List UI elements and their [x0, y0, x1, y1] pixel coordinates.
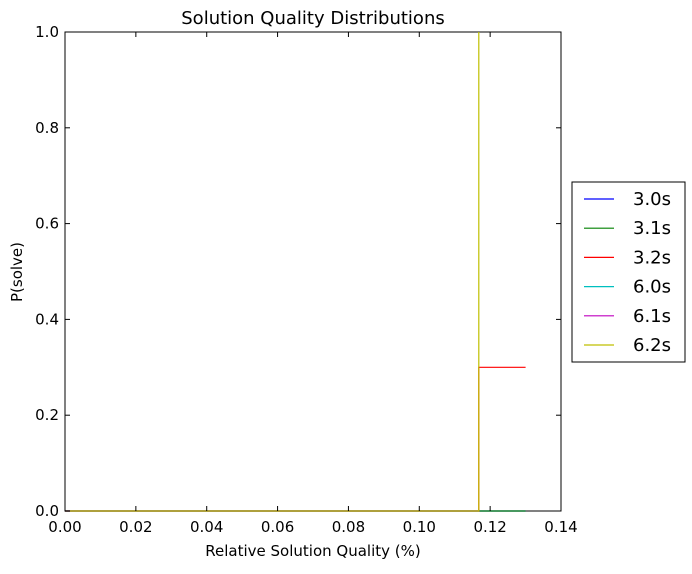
series-line-3-2s [65, 366, 526, 512]
y-axis-label: P(solve) [8, 242, 26, 302]
y-tick-label: 0.4 [35, 310, 59, 328]
legend-label: 3.2s [633, 247, 671, 268]
x-tick-label: 0.12 [473, 518, 506, 536]
legend-label: 6.2s [633, 335, 671, 356]
y-tick-label: 0.0 [35, 502, 59, 520]
y-tick-label: 0.8 [35, 119, 59, 137]
axes-frame [64, 31, 562, 512]
series-layer [65, 32, 526, 512]
legend: 3.0s 3.1s 3.2s 6.0s 6.1s 6.2s [571, 181, 686, 363]
x-tick-label: 0.02 [119, 518, 152, 536]
y-tick-label: 0.6 [35, 215, 59, 233]
series-line-6-2s [65, 32, 480, 512]
legend-frame [571, 181, 686, 363]
x-tick-label: 0.00 [48, 518, 81, 536]
legend-label: 3.0s [633, 189, 671, 210]
x-tick-label: 0.14 [544, 518, 577, 536]
legend-label: 6.1s [633, 306, 671, 327]
x-tick-label: 0.06 [261, 518, 294, 536]
x-tick-label: 0.10 [403, 518, 436, 536]
chart-title: Solution Quality Distributions [181, 8, 444, 29]
legend-label: 3.1s [633, 218, 671, 239]
x-tick-label: 0.08 [332, 518, 365, 536]
plot-area: 0.00 0.02 0.04 0.06 0.08 0.10 0.12 0.14 0.0 0.2 0.… [35, 23, 578, 536]
x-axis-label: Relative Solution Quality (%) [205, 542, 420, 560]
y-tick-label: 1.0 [35, 23, 59, 41]
legend-label: 6.0s [633, 277, 671, 298]
y-tick-label: 0.2 [35, 406, 59, 424]
ticks-layer: 0.00 0.02 0.04 0.06 0.08 0.10 0.12 0.14 0.0 0.2 0.… [35, 23, 578, 536]
x-tick-label: 0.04 [190, 518, 223, 536]
